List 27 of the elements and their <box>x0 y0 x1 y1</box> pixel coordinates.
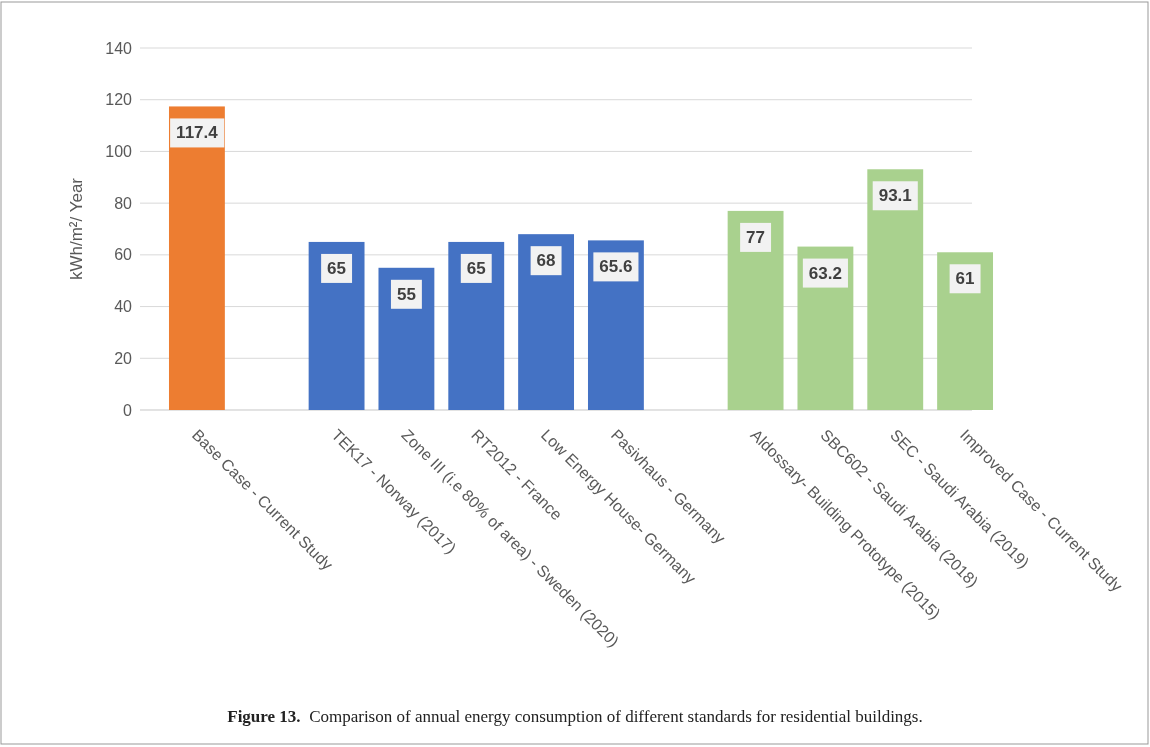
caption: Figure 13. Comparison of annual energy consumption of different standards for residential buildings. <box>227 707 923 726</box>
data-label: 65 <box>327 258 347 278</box>
y-tick-label: 60 <box>114 246 133 264</box>
bar <box>308 241 365 410</box>
data-label: 68 <box>536 251 556 271</box>
y-tick-label: 140 <box>105 39 133 57</box>
bar <box>937 252 994 410</box>
y-tick-label: 120 <box>105 91 133 109</box>
data-label: 93.1 <box>878 186 912 206</box>
data-label: 65.6 <box>599 257 633 277</box>
data-label: 65 <box>466 258 486 278</box>
bar <box>727 210 784 410</box>
y-axis-title: kWh/m²/ Year <box>67 177 86 281</box>
y-tick-label: 20 <box>114 349 133 367</box>
bar <box>168 106 225 410</box>
data-label: 63.2 <box>808 263 842 283</box>
y-tick-label: 100 <box>105 143 133 161</box>
y-tick-label: 80 <box>114 194 133 212</box>
y-tick-label: 40 <box>114 298 133 316</box>
y-tick-label: 0 <box>123 401 133 419</box>
bar <box>867 169 924 410</box>
data-label: 55 <box>396 284 416 304</box>
data-label: 61 <box>955 269 975 289</box>
bar <box>448 241 505 410</box>
data-label: 117.4 <box>176 123 219 143</box>
data-label: 77 <box>746 227 766 247</box>
bar <box>518 234 575 410</box>
